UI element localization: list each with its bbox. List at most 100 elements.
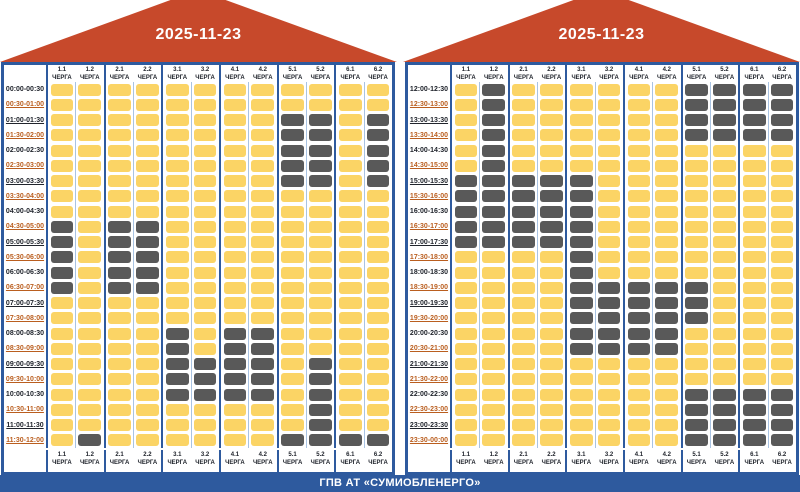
queue-group-4 xyxy=(623,295,681,311)
queue-group-3 xyxy=(161,158,219,174)
slot-2.2-14:00-14:30 xyxy=(540,144,563,157)
queue-group-2 xyxy=(103,265,162,281)
slot-3.1-20:30-21:00 xyxy=(569,342,593,355)
queue-group-4 xyxy=(219,341,277,357)
slot-1.2-03:30-04:00 xyxy=(78,190,102,203)
slot-1.2-17:00-17:30 xyxy=(482,236,506,249)
queue-group-1 xyxy=(46,417,104,433)
slot-4.1-14:00-14:30 xyxy=(627,144,651,157)
slot-4.1-00:00-00:30 xyxy=(223,83,247,96)
slot-5.1-20:30-21:00 xyxy=(685,342,708,355)
slot-2.2-18:00-18:30 xyxy=(540,266,563,279)
slot-3.1-13:00-13:30 xyxy=(569,114,593,127)
queue-group-4 xyxy=(623,219,681,235)
slot-6.1-18:00-18:30 xyxy=(742,266,766,279)
queue-group-5 xyxy=(680,341,739,357)
time-label: 09:00-09:30 xyxy=(5,360,45,368)
slot-2.2-20:00-20:30 xyxy=(540,327,563,340)
slot-2.1-01:30-02:00 xyxy=(108,129,131,142)
time-row: 18:00-18:30 xyxy=(408,265,796,281)
queue-group-4 xyxy=(219,249,277,265)
slot-1.2-00:00-00:30 xyxy=(78,83,102,96)
slot-5.1-22:30-23:00 xyxy=(685,403,708,416)
slot-6.1-09:30-10:00 xyxy=(338,373,362,386)
queue-label-2.1: 2.1 ЧЕРГА xyxy=(109,67,130,81)
slot-1.2-14:00-14:30 xyxy=(482,144,506,157)
queue-group-4 xyxy=(623,249,681,265)
slot-1.2-19:00-19:30 xyxy=(482,297,506,310)
slot-5.2-15:00-15:30 xyxy=(713,175,736,188)
queue-group-4 xyxy=(623,341,681,357)
queue-group-5 xyxy=(276,387,335,403)
queue-group-3 xyxy=(161,173,219,189)
queue-group-6: 6.1 ЧЕРГА 6.2 ЧЕРГА xyxy=(334,65,392,82)
slot-1.1-01:30-02:00 xyxy=(50,129,74,142)
slot-5.2-12:00-12:30 xyxy=(713,83,736,96)
slot-3.2-05:00-05:30 xyxy=(193,236,217,249)
queue-group-1 xyxy=(450,265,508,281)
roof-triangle-icon xyxy=(403,0,800,62)
slot-2.1-18:30-19:00 xyxy=(512,281,535,294)
queue-group-5 xyxy=(276,326,335,342)
slot-6.2-17:30-18:00 xyxy=(770,251,794,264)
slot-2.2-22:00-22:30 xyxy=(540,388,563,401)
queue-label-4.2: 4.2 ЧЕРГА xyxy=(252,67,273,81)
slot-3.1-03:00-03:30 xyxy=(165,175,189,188)
queue-group-5: 5.1 ЧЕРГА 5.2 ЧЕРГА xyxy=(276,65,335,82)
slot-6.1-06:00-06:30 xyxy=(338,266,362,279)
queue-group-5 xyxy=(680,295,739,311)
time-row: 00:00-00:30 xyxy=(4,82,392,98)
schedule-grid: 12:00-12:30 12:30-13:00 13:00-13:30 13:30-1… xyxy=(408,82,796,448)
slot-1.1-02:00-02:30 xyxy=(50,144,74,157)
queue-group-2 xyxy=(103,326,162,342)
time-row: 18:30-19:00 xyxy=(408,280,796,296)
time-label: 06:30-07:00 xyxy=(5,284,45,292)
queue-group-5: 5.1 ЧЕРГА 5.2 ЧЕРГА xyxy=(680,450,739,472)
queue-group-1 xyxy=(450,158,508,174)
slot-3.1-11:00-11:30 xyxy=(165,419,189,432)
slot-4.2-18:00-18:30 xyxy=(655,266,679,279)
queue-label-5.1: 5.1 ЧЕРГА xyxy=(282,67,303,81)
slot-3.1-11:30-12:00 xyxy=(165,434,189,447)
queue-group-3 xyxy=(161,97,219,113)
slot-6.1-06:30-07:00 xyxy=(338,281,362,294)
slot-5.2-14:30-15:00 xyxy=(713,159,736,172)
slot-1.1-09:30-10:00 xyxy=(50,373,74,386)
slot-5.2-12:30-13:00 xyxy=(713,98,736,111)
time-label: 04:00-04:30 xyxy=(5,208,45,216)
slot-5.1-22:00-22:30 xyxy=(685,388,708,401)
slot-5.1-01:30-02:00 xyxy=(281,129,304,142)
slot-2.2-05:00-05:30 xyxy=(136,236,159,249)
slot-1.2-11:00-11:30 xyxy=(78,419,102,432)
slot-5.1-13:00-13:30 xyxy=(685,114,708,127)
time-label: 11:00-11:30 xyxy=(6,421,44,429)
slot-1.2-06:00-06:30 xyxy=(78,266,102,279)
slot-6.1-13:00-13:30 xyxy=(742,114,766,127)
slot-1.1-05:30-06:00 xyxy=(50,251,74,264)
queue-group-1 xyxy=(450,432,508,448)
time-label: 01:00-01:30 xyxy=(5,116,45,124)
slot-4.2-13:30-14:00 xyxy=(655,129,679,142)
queue-group-1 xyxy=(450,371,508,387)
slot-3.1-02:30-03:00 xyxy=(165,159,189,172)
queue-group-5 xyxy=(680,249,739,265)
slot-4.1-13:30-14:00 xyxy=(627,129,651,142)
queue-group-1 xyxy=(46,265,104,281)
slot-1.1-00:30-01:00 xyxy=(50,98,74,111)
queue-group-4 xyxy=(623,127,681,143)
slot-5.2-07:30-08:00 xyxy=(309,312,332,325)
slot-4.2-06:30-07:00 xyxy=(251,281,275,294)
queue-group-2 xyxy=(507,112,566,128)
slot-4.1-03:30-04:00 xyxy=(223,190,247,203)
queue-group-6 xyxy=(334,249,392,265)
footer-bar: ГПВ АТ «СУМИОБЛЕНЕРГО» xyxy=(0,475,800,492)
queue-label-1.1: 1.1 ЧЕРГА xyxy=(456,452,476,466)
queue-group-6 xyxy=(334,234,392,250)
slot-3.1-23:30-00:00 xyxy=(569,434,593,447)
slot-3.1-09:30-10:00 xyxy=(165,373,189,386)
slot-5.1-23:30-00:00 xyxy=(685,434,708,447)
time-label: 23:30-00:00 xyxy=(409,436,449,444)
queue-group-1 xyxy=(450,356,508,372)
queue-label-6.2: 6.2 ЧЕРГА xyxy=(772,452,792,466)
slot-2.1-17:00-17:30 xyxy=(512,236,535,249)
